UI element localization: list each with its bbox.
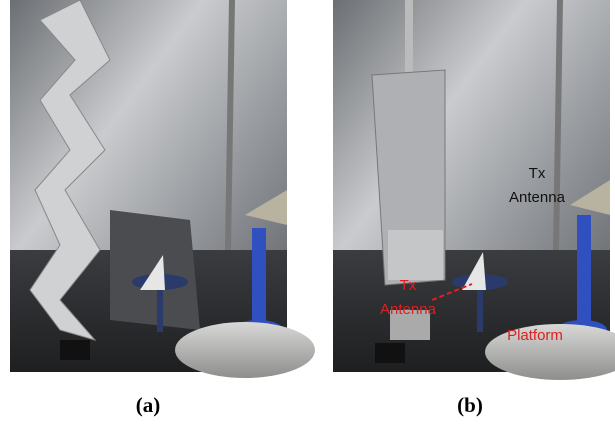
- photo-a: [10, 0, 315, 378]
- annotation: Antenna: [509, 189, 566, 206]
- page: (a) (b) TxAntennaTxAntennaPlatform (() =…: [0, 0, 615, 428]
- annotation: Antenna: [380, 301, 437, 318]
- figure: (a) (b) Tx Antenna Tx Antenna Platform: [0, 0, 615, 428]
- caption: (b): [457, 393, 483, 417]
- annotation: Tx: [400, 277, 417, 294]
- caption: (a): [136, 393, 161, 417]
- photo-b: [333, 0, 615, 380]
- annotation: Tx: [529, 165, 546, 182]
- annotation: Platform: [507, 327, 563, 344]
